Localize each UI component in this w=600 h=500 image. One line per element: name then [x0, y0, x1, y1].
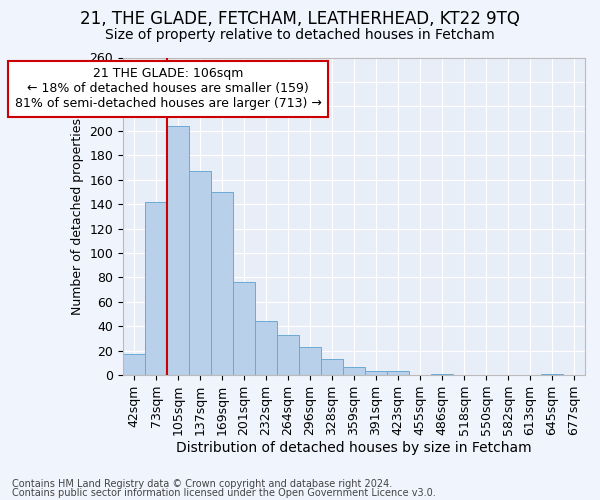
Bar	[541, 374, 563, 375]
Bar	[233, 282, 255, 375]
Text: 21, THE GLADE, FETCHAM, LEATHERHEAD, KT22 9TQ: 21, THE GLADE, FETCHAM, LEATHERHEAD, KT2…	[80, 10, 520, 28]
Bar	[211, 192, 233, 375]
Text: Contains public sector information licensed under the Open Government Licence v3: Contains public sector information licen…	[12, 488, 436, 498]
Bar	[255, 322, 277, 375]
X-axis label: Distribution of detached houses by size in Fetcham: Distribution of detached houses by size …	[176, 441, 532, 455]
Bar	[343, 366, 365, 375]
Y-axis label: Number of detached properties: Number of detached properties	[71, 118, 84, 315]
Bar	[145, 202, 167, 375]
Bar	[387, 372, 409, 375]
Bar	[321, 359, 343, 375]
Bar	[123, 354, 145, 375]
Bar	[299, 347, 321, 375]
Bar	[189, 171, 211, 375]
Bar	[431, 374, 453, 375]
Bar	[167, 126, 189, 375]
Text: Contains HM Land Registry data © Crown copyright and database right 2024.: Contains HM Land Registry data © Crown c…	[12, 479, 392, 489]
Bar	[365, 372, 387, 375]
Bar	[277, 335, 299, 375]
Text: Size of property relative to detached houses in Fetcham: Size of property relative to detached ho…	[105, 28, 495, 42]
Text: 21 THE GLADE: 106sqm
← 18% of detached houses are smaller (159)
81% of semi-deta: 21 THE GLADE: 106sqm ← 18% of detached h…	[15, 68, 322, 110]
